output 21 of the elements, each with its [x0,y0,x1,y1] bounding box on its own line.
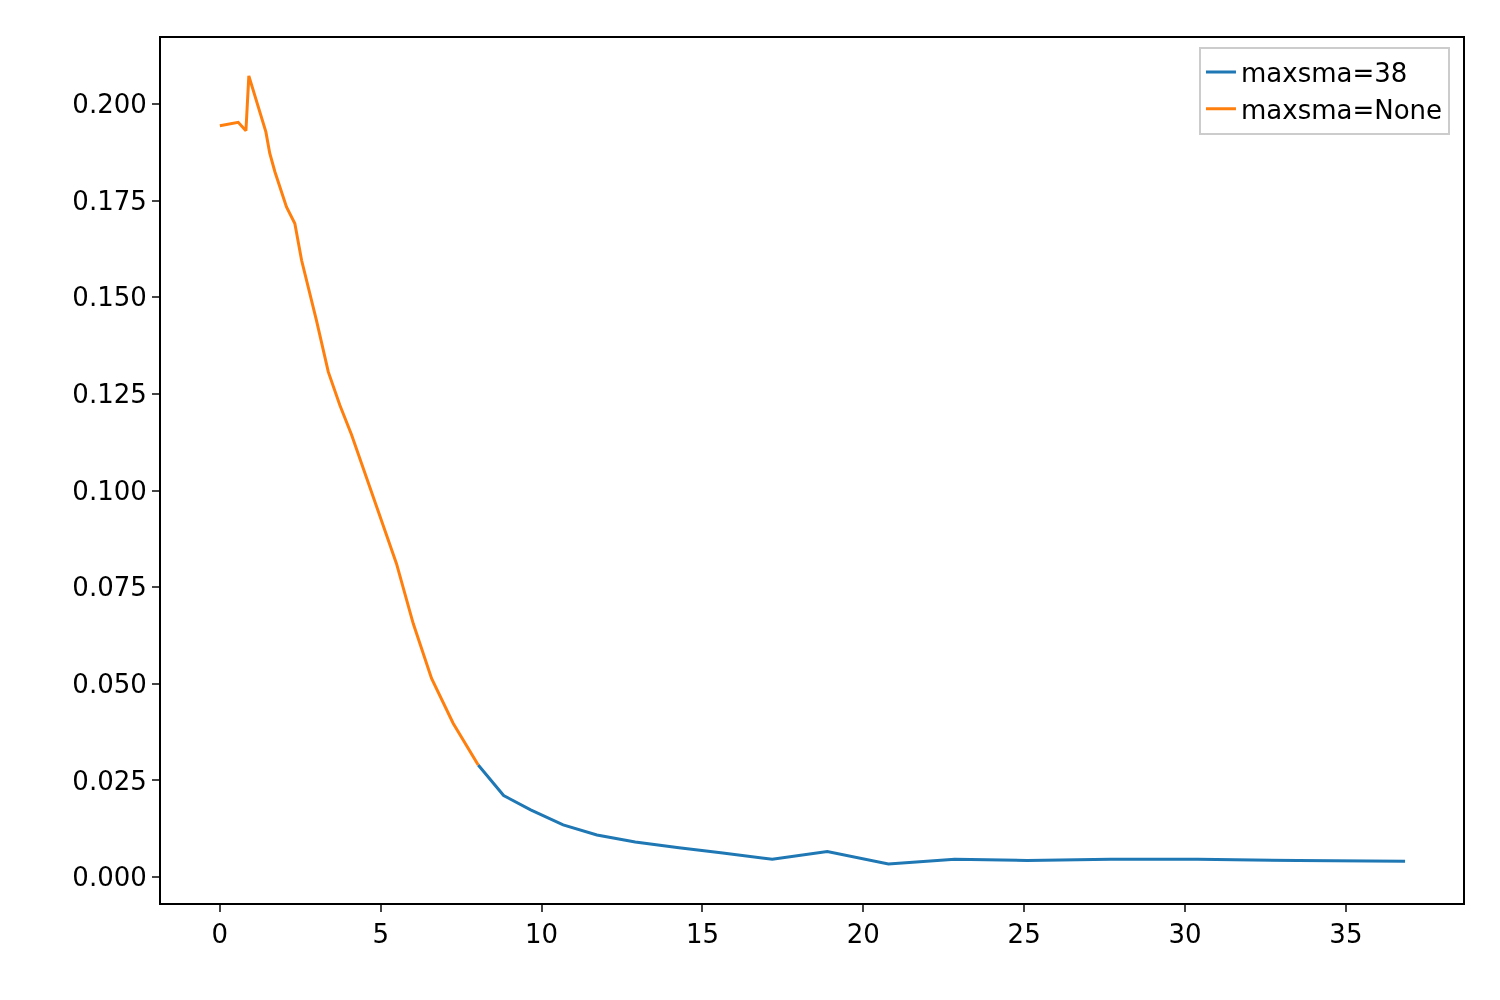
x-tick-label: 25 [1007,919,1041,950]
line-series [218,74,480,767]
legend-label: maxsma=None [1240,94,1443,125]
y-tick-label: 0.150 [72,282,147,313]
y-tick-label: 0.075 [72,572,147,603]
x-tick-label: 10 [525,919,559,950]
y-tick-label: 0.175 [72,185,147,216]
x-tick-label: 20 [846,919,880,950]
legend-label: maxsma=38 [1240,58,1408,89]
x-tick-label: 35 [1329,919,1363,950]
x-tick-label: 0 [211,919,229,950]
y-tick-label: 0.200 [72,89,147,120]
line-series [476,763,1407,866]
y-tick-label: 0.000 [72,862,147,893]
x-tick-label: 15 [685,919,719,950]
x-tick-label: 5 [372,919,389,950]
y-tick-label: 0.100 [72,475,147,506]
x-tick-label: 30 [1168,919,1202,950]
y-tick-label: 0.125 [72,379,147,410]
y-tick-label: 0.050 [72,668,147,699]
y-tick-label: 0.025 [72,765,147,796]
